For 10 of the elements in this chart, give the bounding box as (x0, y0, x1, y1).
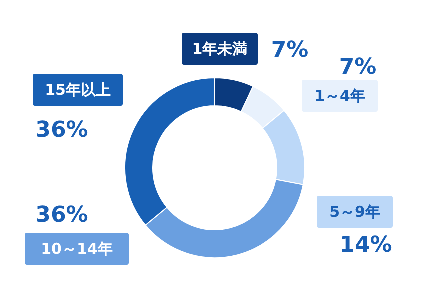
slice-label: 15年以上 (45, 81, 111, 99)
slice-label: 5～9年 (330, 203, 380, 221)
data-label: 36% (36, 118, 88, 143)
data-label: 14% (340, 233, 392, 258)
data-label: 7% (339, 55, 377, 80)
data-label: 7% (271, 38, 309, 63)
slice-label: 1～4年 (314, 87, 366, 105)
slice-label: 10～14年 (41, 240, 113, 258)
data-label: 36% (36, 203, 88, 228)
slice-label: 1年未満 (192, 40, 248, 58)
